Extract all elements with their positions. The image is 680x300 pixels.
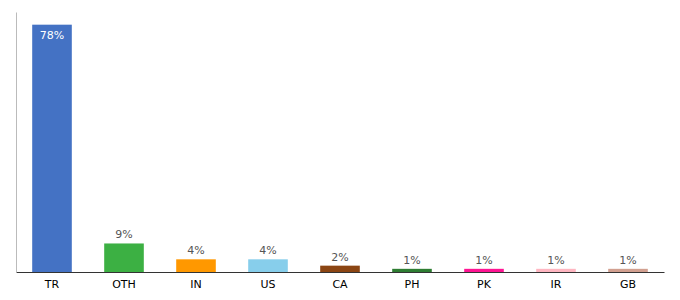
x-tick-label: IN: [190, 278, 201, 291]
x-axis: TR OTH IN US CA PH PK IR GB: [17, 273, 665, 291]
bar: [464, 269, 504, 272]
plot: 78% 9% 4% 4% 2% 1% 1% 1% 1% TR OTH IN US CA PH PK IR GB: [17, 13, 665, 291]
x-tick-label: OTH: [112, 278, 136, 291]
data-label: 1%: [403, 254, 420, 267]
bar: [248, 259, 288, 272]
x-tick: OTH: [112, 278, 136, 291]
data-label: 4%: [259, 244, 276, 257]
data-label: 9%: [115, 228, 132, 241]
bar: [32, 25, 72, 272]
x-tick: IN: [190, 278, 201, 291]
bar: [104, 243, 144, 272]
data-label: 1%: [475, 254, 492, 267]
data-label: 2%: [331, 251, 348, 264]
x-tick-label: PH: [405, 278, 420, 291]
data-label: 1%: [547, 254, 564, 267]
bar: [392, 269, 432, 272]
data-label: 1%: [619, 254, 636, 267]
data-labels: 78% 9% 4% 4% 2% 1% 1% 1% 1%: [40, 29, 637, 267]
x-tick: PH: [405, 278, 420, 291]
y-axis: [16, 13, 17, 273]
bar: [176, 259, 216, 272]
x-tick-label: TR: [44, 278, 60, 291]
bars: [32, 25, 648, 272]
data-label: 4%: [187, 244, 204, 257]
y-axis-line: [16, 13, 17, 273]
x-tick: GB: [620, 278, 636, 291]
x-tick-label: GB: [620, 278, 636, 291]
bar: [608, 269, 648, 272]
x-axis-line: [17, 272, 665, 273]
x-tick-label: US: [260, 278, 275, 291]
data-label: 78%: [40, 29, 64, 42]
bar: [320, 266, 360, 272]
x-tick: US: [260, 278, 275, 291]
x-tick-label: IR: [551, 278, 562, 291]
x-tick-label: PK: [477, 278, 492, 291]
x-tick: IR: [551, 278, 562, 291]
chart: 78% 9% 4% 4% 2% 1% 1% 1% 1% TR OTH IN US CA PH PK IR GB: [0, 0, 680, 300]
bar: [536, 269, 576, 272]
x-tick-label: CA: [332, 278, 348, 291]
x-tick: TR: [44, 278, 60, 291]
x-tick: CA: [332, 278, 348, 291]
x-tick: PK: [477, 278, 492, 291]
